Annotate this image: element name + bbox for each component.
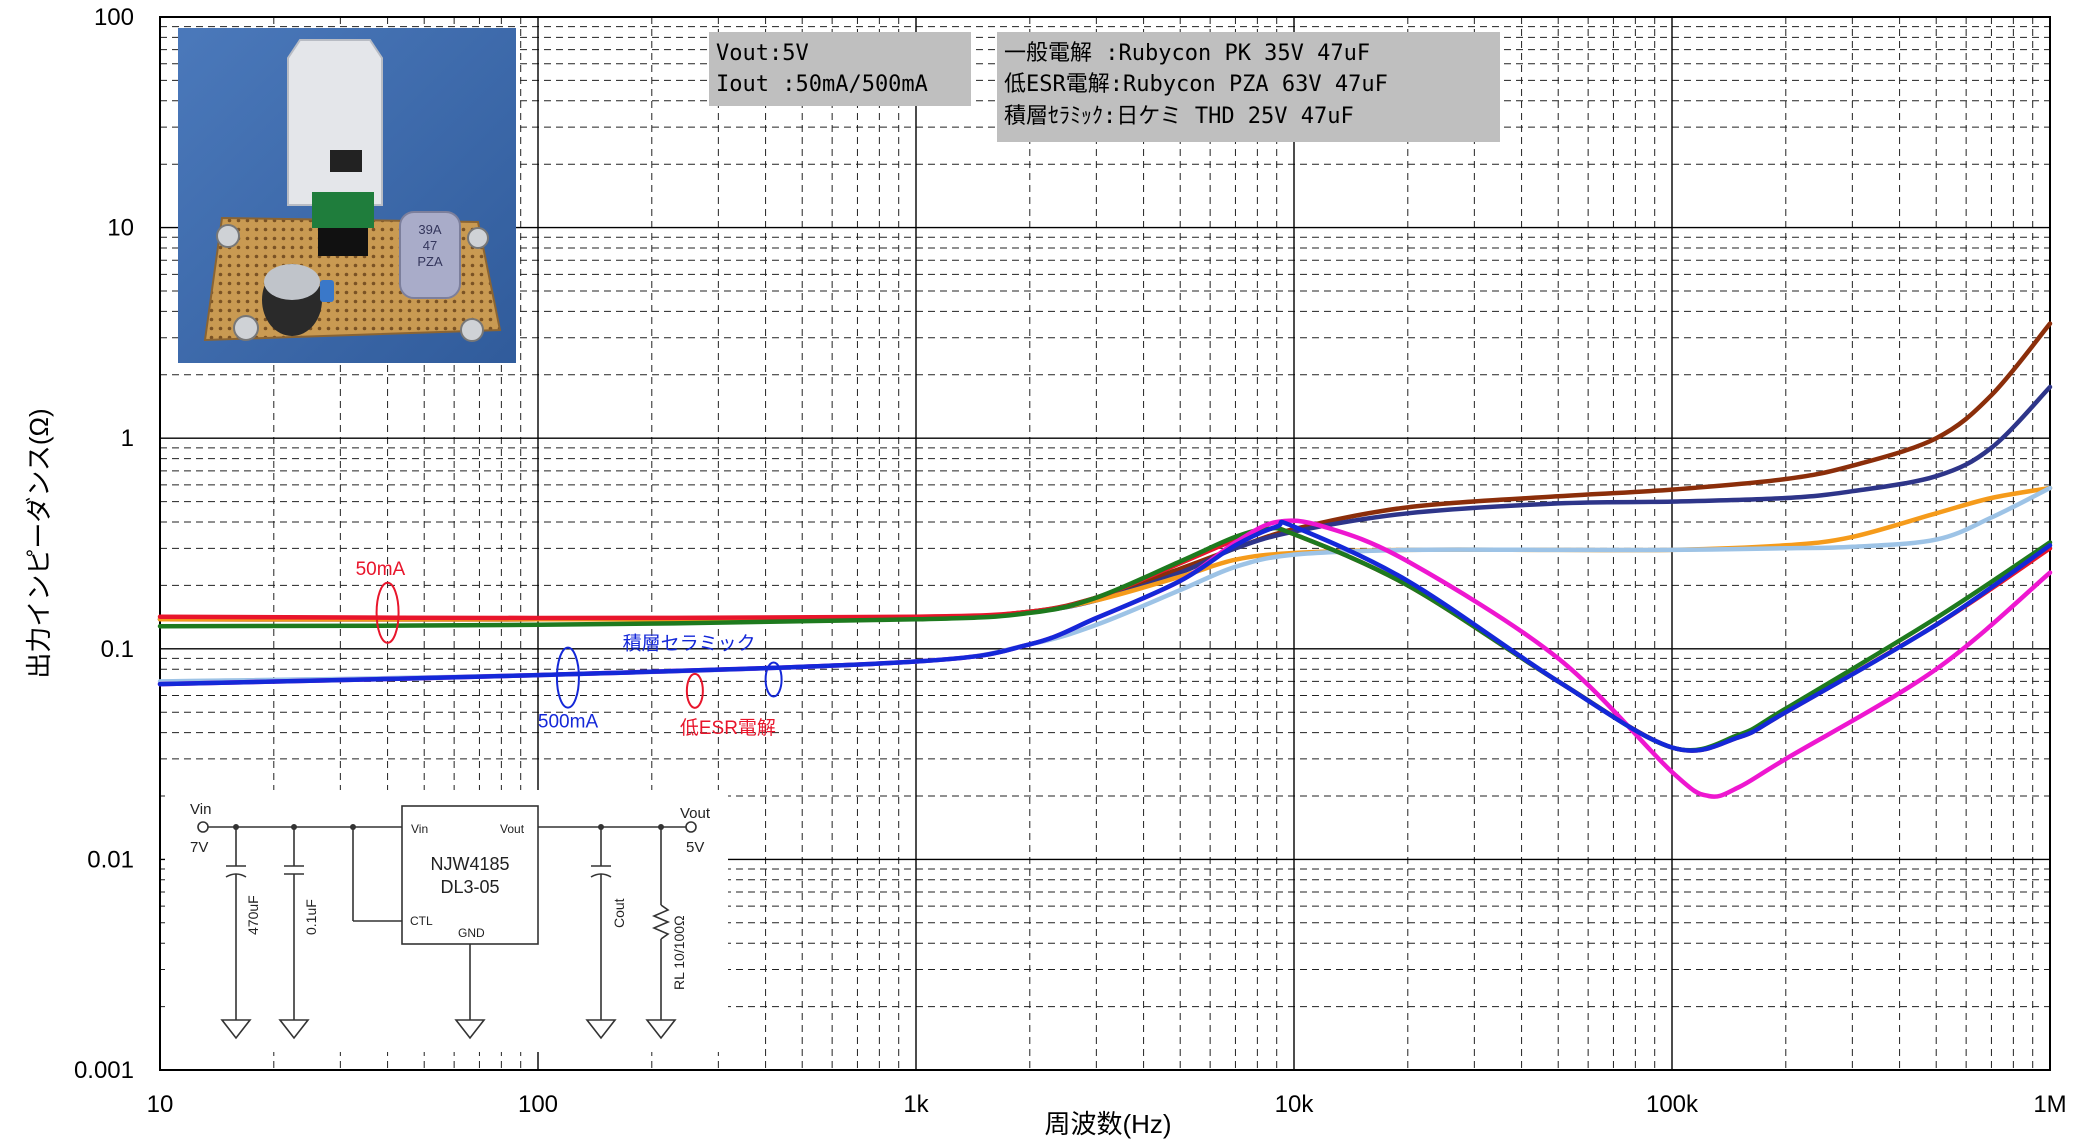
schematic-pin-vin: Vin [411,822,428,836]
schematic-vin-value: 7V [190,839,208,856]
annotation-ellipse-500ma [555,646,580,709]
schematic-vout-value: 5V [686,839,704,856]
info-box-line: Iout :50mA/500mA [716,72,928,97]
schematic-pin-vout: Vout [500,822,525,836]
y-tick-label: 1 [121,425,134,452]
annotation-lowesr: 低ESR電解 [680,717,776,739]
annotation-500ma: 500mA [538,712,599,733]
y-axis-label: 出力インピーダンス(Ω) [24,408,54,678]
schematic-vin-label: Vin [190,801,211,818]
x-tick-label: 100k [1646,1091,1699,1118]
x-tick-label: 1k [903,1091,929,1118]
x-tick-label: 10k [1275,1091,1315,1118]
x-tick-label: 1M [2033,1091,2066,1118]
annotation-50ma: 50mA [356,559,406,580]
x-axis-label: 周波数(Hz) [1044,1109,1171,1139]
series-line-7 [157,519,2053,753]
schematic-pin-gnd: GND [458,926,485,940]
schematic-cin-label: 470uF [245,895,261,935]
schematic-cout-label: Cout [611,898,627,928]
capacitor-label-line1: 39A [418,222,441,237]
info-box-line: 積層ｾﾗﾐｯｸ:日ケミ THD 25V 47uF [1004,104,1354,129]
schematic-vout-label: Vout [680,805,711,822]
info-box-line: 一般電解 :Rubycon PK 35V 47uF [1004,41,1370,66]
info-box-conditions: Vout:5V Iout :50mA/500mA [709,32,971,106]
x-tick-label: 100 [518,1091,558,1118]
info-box-line: 低ESR電解:Rubycon PZA 63V 47uF [1004,72,1388,97]
circuit-schematic: Vin 7V Vout 5V Vin Vout CTL GND NJW4185 … [165,790,728,1052]
annotation-ceramic: 積層セラミック [623,632,756,654]
annotation-ellipse-lowesr [685,672,704,709]
y-tick-label: 10 [107,215,134,242]
y-tick-label: 0.1 [101,636,134,663]
info-box-line: Vout:5V [716,41,809,66]
schematic-ic-name-2: DL3-05 [440,877,499,897]
capacitor-label-line2: 47 [423,238,437,253]
y-tick-label: 0.001 [74,1057,134,1084]
schematic-ic-name-1: NJW4185 [430,854,509,874]
capacitor-label-line3: PZA [417,254,443,269]
x-tick-label: 10 [147,1091,174,1118]
annotation-ellipse-50ma [375,581,400,644]
annotation-ellipse-ceramic [764,661,783,698]
y-tick-label: 0.01 [87,846,134,873]
schematic-cbypass-label: 0.1uF [303,899,319,935]
schematic-pin-ctl: CTL [410,914,433,928]
series-layer [157,321,2053,799]
board-photo: 39A 47 PZA [178,28,516,363]
schematic-rl-label: RL 10/100Ω [671,915,687,990]
info-box-capacitors: 一般電解 :Rubycon PK 35V 47uF 低ESR電解:Rubycon… [997,32,1500,142]
y-tick-label: 100 [94,4,134,31]
